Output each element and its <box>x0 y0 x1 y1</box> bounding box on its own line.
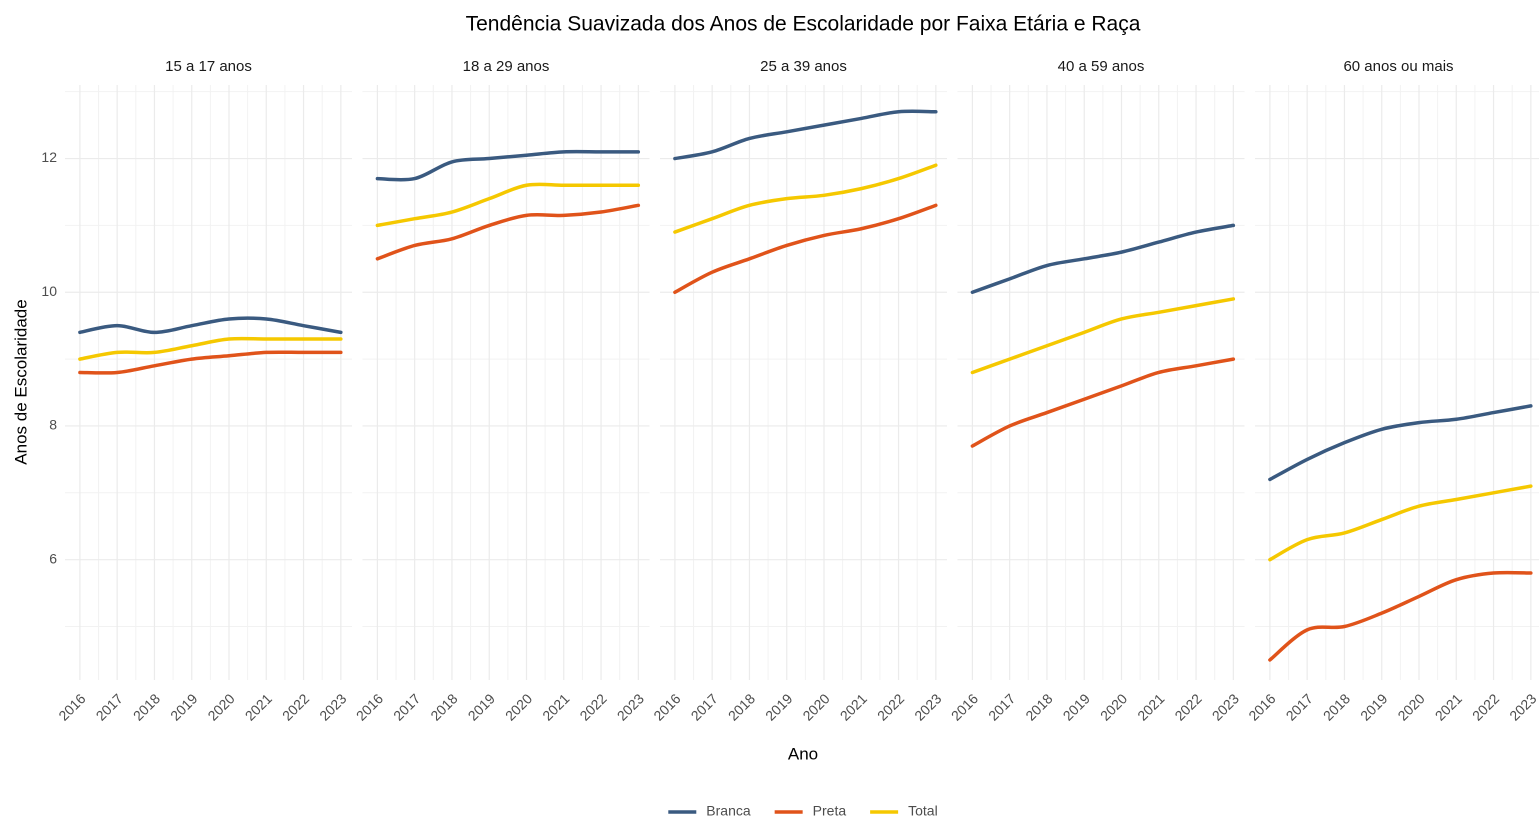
y-tick-label: 10 <box>41 283 57 299</box>
x-tick-label: 2022 <box>279 690 312 723</box>
y-tick-label: 12 <box>41 149 57 165</box>
y-tick-label: 6 <box>49 550 57 566</box>
series-line <box>375 182 641 228</box>
series-line <box>970 223 1236 294</box>
x-tick-label: 2018 <box>1320 690 1353 723</box>
x-tick-label: 2017 <box>390 690 423 723</box>
series-line <box>673 203 938 294</box>
x-tick-label: 2019 <box>1060 690 1093 723</box>
x-tick-label: 2018 <box>725 690 758 723</box>
x-tick-label: 2017 <box>688 690 721 723</box>
facet-title: 25 a 39 anos <box>760 58 847 75</box>
x-tick-label: 2017 <box>985 690 1018 723</box>
series-line <box>1268 404 1533 482</box>
series-line <box>970 357 1236 448</box>
x-tick-label: 2022 <box>1469 690 1502 723</box>
legend-label: Preta <box>813 803 847 819</box>
x-tick-label: 2016 <box>1245 690 1278 723</box>
x-tick-label: 2016 <box>650 690 683 723</box>
x-tick-label: 2020 <box>799 690 832 723</box>
series-line <box>1268 570 1533 662</box>
x-tick-label: 2019 <box>762 690 795 723</box>
series-line <box>673 109 938 161</box>
x-tick-label: 2018 <box>1022 690 1055 723</box>
x-tick-label: 2016 <box>55 690 88 723</box>
legend-label: Total <box>908 803 938 819</box>
x-tick-label: 2020 <box>204 690 237 723</box>
x-tick-label: 2023 <box>614 690 647 723</box>
x-tick-label: 2019 <box>167 690 200 723</box>
series-line <box>78 336 343 361</box>
x-tick-label: 2017 <box>93 690 126 723</box>
y-axis-label: Anos de Escolaridade <box>11 299 30 464</box>
x-tick-label: 2020 <box>1394 690 1427 723</box>
legend-label: Branca <box>706 803 751 819</box>
x-tick-label: 2016 <box>353 690 386 723</box>
x-tick-label: 2023 <box>316 690 349 723</box>
facet-title: 18 a 29 anos <box>463 58 550 75</box>
series-line <box>673 163 938 234</box>
x-axis-label: Ano <box>788 744 818 763</box>
series-line <box>78 350 343 375</box>
series-line <box>1268 484 1533 562</box>
x-tick-label: 2022 <box>576 690 609 723</box>
x-tick-label: 2021 <box>242 690 275 723</box>
x-tick-label: 2023 <box>1209 690 1242 723</box>
x-tick-label: 2022 <box>874 690 907 723</box>
x-tick-label: 2020 <box>1097 690 1130 723</box>
series-line <box>375 203 641 261</box>
facet-title: 40 a 59 anos <box>1058 58 1145 75</box>
x-tick-label: 2021 <box>1432 690 1465 723</box>
x-tick-label: 2021 <box>539 690 572 723</box>
x-tick-label: 2016 <box>948 690 981 723</box>
x-tick-label: 2022 <box>1171 690 1204 723</box>
x-tick-label: 2020 <box>502 690 535 723</box>
series-line <box>78 316 343 335</box>
chart-title: Tendência Suavizada dos Anos de Escolari… <box>466 13 1141 36</box>
facet-title: 15 a 17 anos <box>165 58 252 75</box>
series-line <box>375 149 641 182</box>
x-tick-label: 2018 <box>130 690 163 723</box>
x-tick-label: 2021 <box>1134 690 1167 723</box>
x-tick-label: 2018 <box>427 690 460 723</box>
series-line <box>970 297 1236 375</box>
x-tick-label: 2017 <box>1283 690 1316 723</box>
x-tick-label: 2019 <box>465 690 498 723</box>
y-tick-label: 8 <box>49 417 57 433</box>
legend: Branca Preta Total <box>668 803 938 819</box>
x-tick-label: 2023 <box>1506 690 1539 723</box>
x-tick-label: 2021 <box>837 690 870 723</box>
x-tick-label: 2019 <box>1357 690 1390 723</box>
x-tick-label: 2023 <box>911 690 944 723</box>
facet-title: 60 anos ou mais <box>1343 58 1453 75</box>
